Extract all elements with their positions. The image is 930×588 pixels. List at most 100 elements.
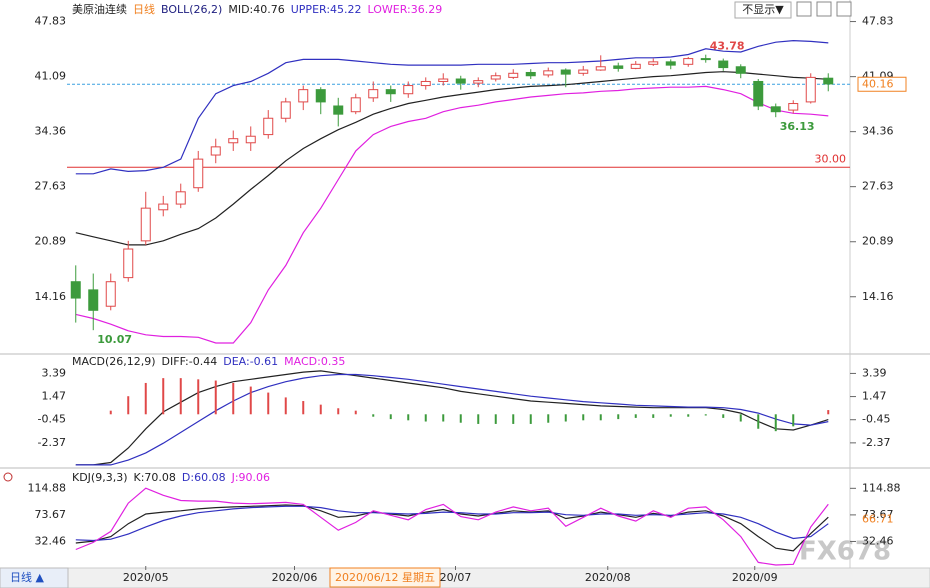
candle-body	[665, 61, 676, 66]
y-tick-label: -2.37	[38, 436, 66, 449]
candle-body	[683, 58, 694, 65]
legend-label: BOLL(26,2)	[161, 3, 222, 16]
candle-body	[700, 58, 711, 61]
icon-button[interactable]	[796, 1, 812, 17]
legend-label: 美原油连续	[72, 2, 127, 16]
extreme-label: 36.13	[780, 120, 815, 133]
candle-body	[228, 138, 239, 144]
period-label[interactable]: 日线 ▲	[10, 570, 44, 584]
candle-body	[350, 97, 361, 113]
last-price-label: 40.16	[862, 77, 894, 90]
toolbar-button[interactable]	[734, 1, 792, 19]
y-tick-label: 1.47	[862, 390, 887, 403]
candle-body	[70, 281, 81, 299]
indicator-line	[75, 71, 829, 246]
candle-body	[263, 117, 274, 136]
y-tick-label: -0.45	[38, 413, 66, 426]
y-tick-label: 1.47	[42, 390, 67, 403]
candle-body	[770, 106, 781, 113]
candle-body	[473, 80, 484, 84]
candle-body	[560, 69, 571, 75]
icon-button[interactable]	[836, 1, 852, 17]
candle-body	[648, 61, 659, 65]
candle-body	[735, 66, 746, 74]
indicator-line	[75, 39, 829, 175]
y-tick-label: 27.63	[862, 180, 894, 193]
y-tick-label: 73.67	[862, 508, 894, 521]
indicator-line	[75, 487, 829, 566]
x-tick-label: 2020/06	[272, 571, 318, 584]
y-tick-label: 32.46	[35, 534, 67, 547]
candle-body	[210, 146, 221, 156]
last-price-box	[857, 76, 907, 92]
y-tick-label: 73.67	[35, 508, 67, 521]
value-label: 66.71	[862, 512, 894, 525]
y-tick-label: 3.39	[862, 366, 887, 379]
candle-body	[385, 89, 396, 95]
settings-icon[interactable]	[3, 472, 13, 482]
y-tick-label: 20.89	[35, 235, 67, 248]
y-tick-label: -2.37	[862, 436, 890, 449]
x-tick-label: 2020/05	[123, 571, 169, 584]
cursor-box	[329, 567, 441, 588]
watermark: FX678	[799, 537, 891, 567]
candle-body	[123, 248, 134, 279]
y-tick-label: 34.36	[35, 125, 67, 138]
y-tick-label: 14.16	[35, 290, 67, 303]
y-tick-label: 20.89	[862, 235, 894, 248]
candle-body	[245, 135, 256, 144]
candle-body	[455, 78, 466, 84]
y-tick-label: 3.39	[42, 366, 67, 379]
y-tick-label: 47.83	[35, 15, 67, 28]
candle-body	[105, 281, 116, 307]
candle-body	[595, 66, 606, 71]
y-tick-label: -0.45	[862, 413, 890, 426]
y-tick-label: 47.83	[862, 15, 894, 28]
candle-body	[753, 80, 764, 107]
legend-label: MACD(26,12,9)	[72, 355, 156, 368]
candle-body	[298, 89, 309, 103]
candle-body	[788, 103, 799, 111]
candle-body	[175, 191, 186, 205]
indicator-line	[75, 504, 829, 552]
legend-label: MACD:0.35	[284, 355, 345, 368]
candle-body	[193, 158, 204, 189]
candle-body	[805, 76, 816, 103]
x-tick-label: 2020/08	[585, 571, 631, 584]
toolbar-label[interactable]: 不显示▼	[742, 3, 784, 16]
period-button[interactable]	[0, 567, 69, 588]
indicator-line	[75, 85, 829, 344]
candle-body	[420, 80, 431, 87]
candle-body	[403, 85, 414, 95]
legend-label: D:60.08	[182, 471, 226, 484]
candle-body	[438, 78, 449, 82]
y-tick-label: 34.36	[862, 125, 894, 138]
y-tick-label: 32.46	[862, 534, 894, 547]
candle-body	[525, 71, 536, 77]
candle-body	[88, 289, 99, 311]
indicator-line	[75, 505, 829, 542]
cursor-date: 2020/06/12 星期五	[335, 571, 435, 584]
y-tick-label: 114.88	[28, 481, 67, 494]
legend-label: DEA:-0.61	[223, 355, 278, 368]
candle-body	[490, 75, 501, 80]
y-tick-label: 41.09	[35, 70, 67, 83]
candle-body	[578, 69, 589, 74]
footer-bar	[0, 567, 930, 588]
candle-body	[508, 72, 519, 78]
legend-label: 日线	[133, 2, 155, 16]
extreme-label: 43.78	[710, 40, 745, 53]
legend-label: DIFF:-0.44	[162, 355, 218, 368]
candle-body	[140, 207, 151, 242]
candle-body	[315, 89, 326, 103]
x-tick-label: 20/07	[440, 571, 472, 584]
y-tick-label: 114.88	[862, 481, 901, 494]
legend-label: MID:40.76	[228, 3, 284, 16]
candle-body	[158, 203, 169, 211]
candle-body	[613, 65, 624, 69]
y-tick-label: 14.16	[862, 290, 894, 303]
icon-button[interactable]	[816, 1, 832, 17]
candle-body	[823, 77, 834, 85]
